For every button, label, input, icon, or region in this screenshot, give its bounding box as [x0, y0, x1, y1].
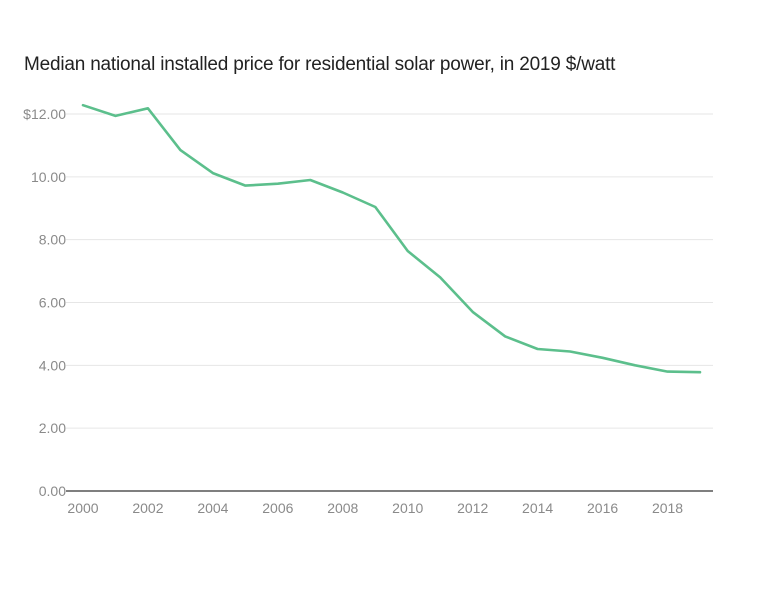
data-point: [698, 370, 703, 375]
data-point: [503, 334, 508, 339]
x-tick-label: 2006: [262, 500, 293, 516]
y-tick-label: 0.00: [39, 483, 66, 499]
x-tick-label: 2012: [457, 500, 488, 516]
x-axis-tick-labels: 2000 2002 2004 2006 2008 2010 2012 2014 2016 2018: [67, 500, 683, 516]
y-tick-label: 4.00: [39, 357, 66, 373]
data-point: [81, 103, 86, 108]
y-tick-label: $12.00: [23, 106, 66, 122]
data-point: [438, 275, 443, 280]
x-tick-label: 2002: [132, 500, 163, 516]
series-line: [81, 103, 702, 374]
data-point: [178, 148, 183, 153]
data-point: [145, 106, 150, 111]
data-point: [633, 363, 638, 368]
data-point: [308, 177, 313, 182]
data-point: [373, 204, 378, 209]
y-axis-tick-labels: 0.00 2.00 4.00 6.00 8.00 10.00 $12.00: [23, 106, 66, 499]
y-tick-label: 6.00: [39, 295, 66, 311]
gridlines: [66, 113, 713, 429]
x-tick-label: 2004: [197, 500, 228, 516]
y-tick-label: 2.00: [39, 420, 66, 436]
x-tick-label: 2014: [522, 500, 553, 516]
x-tick-label: 2010: [392, 500, 423, 516]
x-tick-label: 2008: [327, 500, 358, 516]
data-point: [275, 181, 280, 186]
data-point: [405, 248, 410, 253]
chart-title: Median national installed price for resi…: [24, 54, 616, 75]
data-point: [535, 346, 540, 351]
y-tick-label: 10.00: [31, 169, 66, 185]
x-tick-label: 2000: [67, 500, 98, 516]
x-tick-label: 2018: [652, 500, 683, 516]
data-point: [665, 369, 670, 374]
data-point: [210, 171, 215, 176]
data-point: [243, 183, 248, 188]
data-point: [600, 355, 605, 360]
data-point: [470, 309, 475, 314]
data-point: [340, 190, 345, 195]
y-tick-label: 8.00: [39, 232, 66, 248]
x-tick-label: 2016: [587, 500, 618, 516]
series-group: [81, 103, 703, 375]
data-point: [568, 349, 573, 354]
data-point: [113, 113, 118, 118]
